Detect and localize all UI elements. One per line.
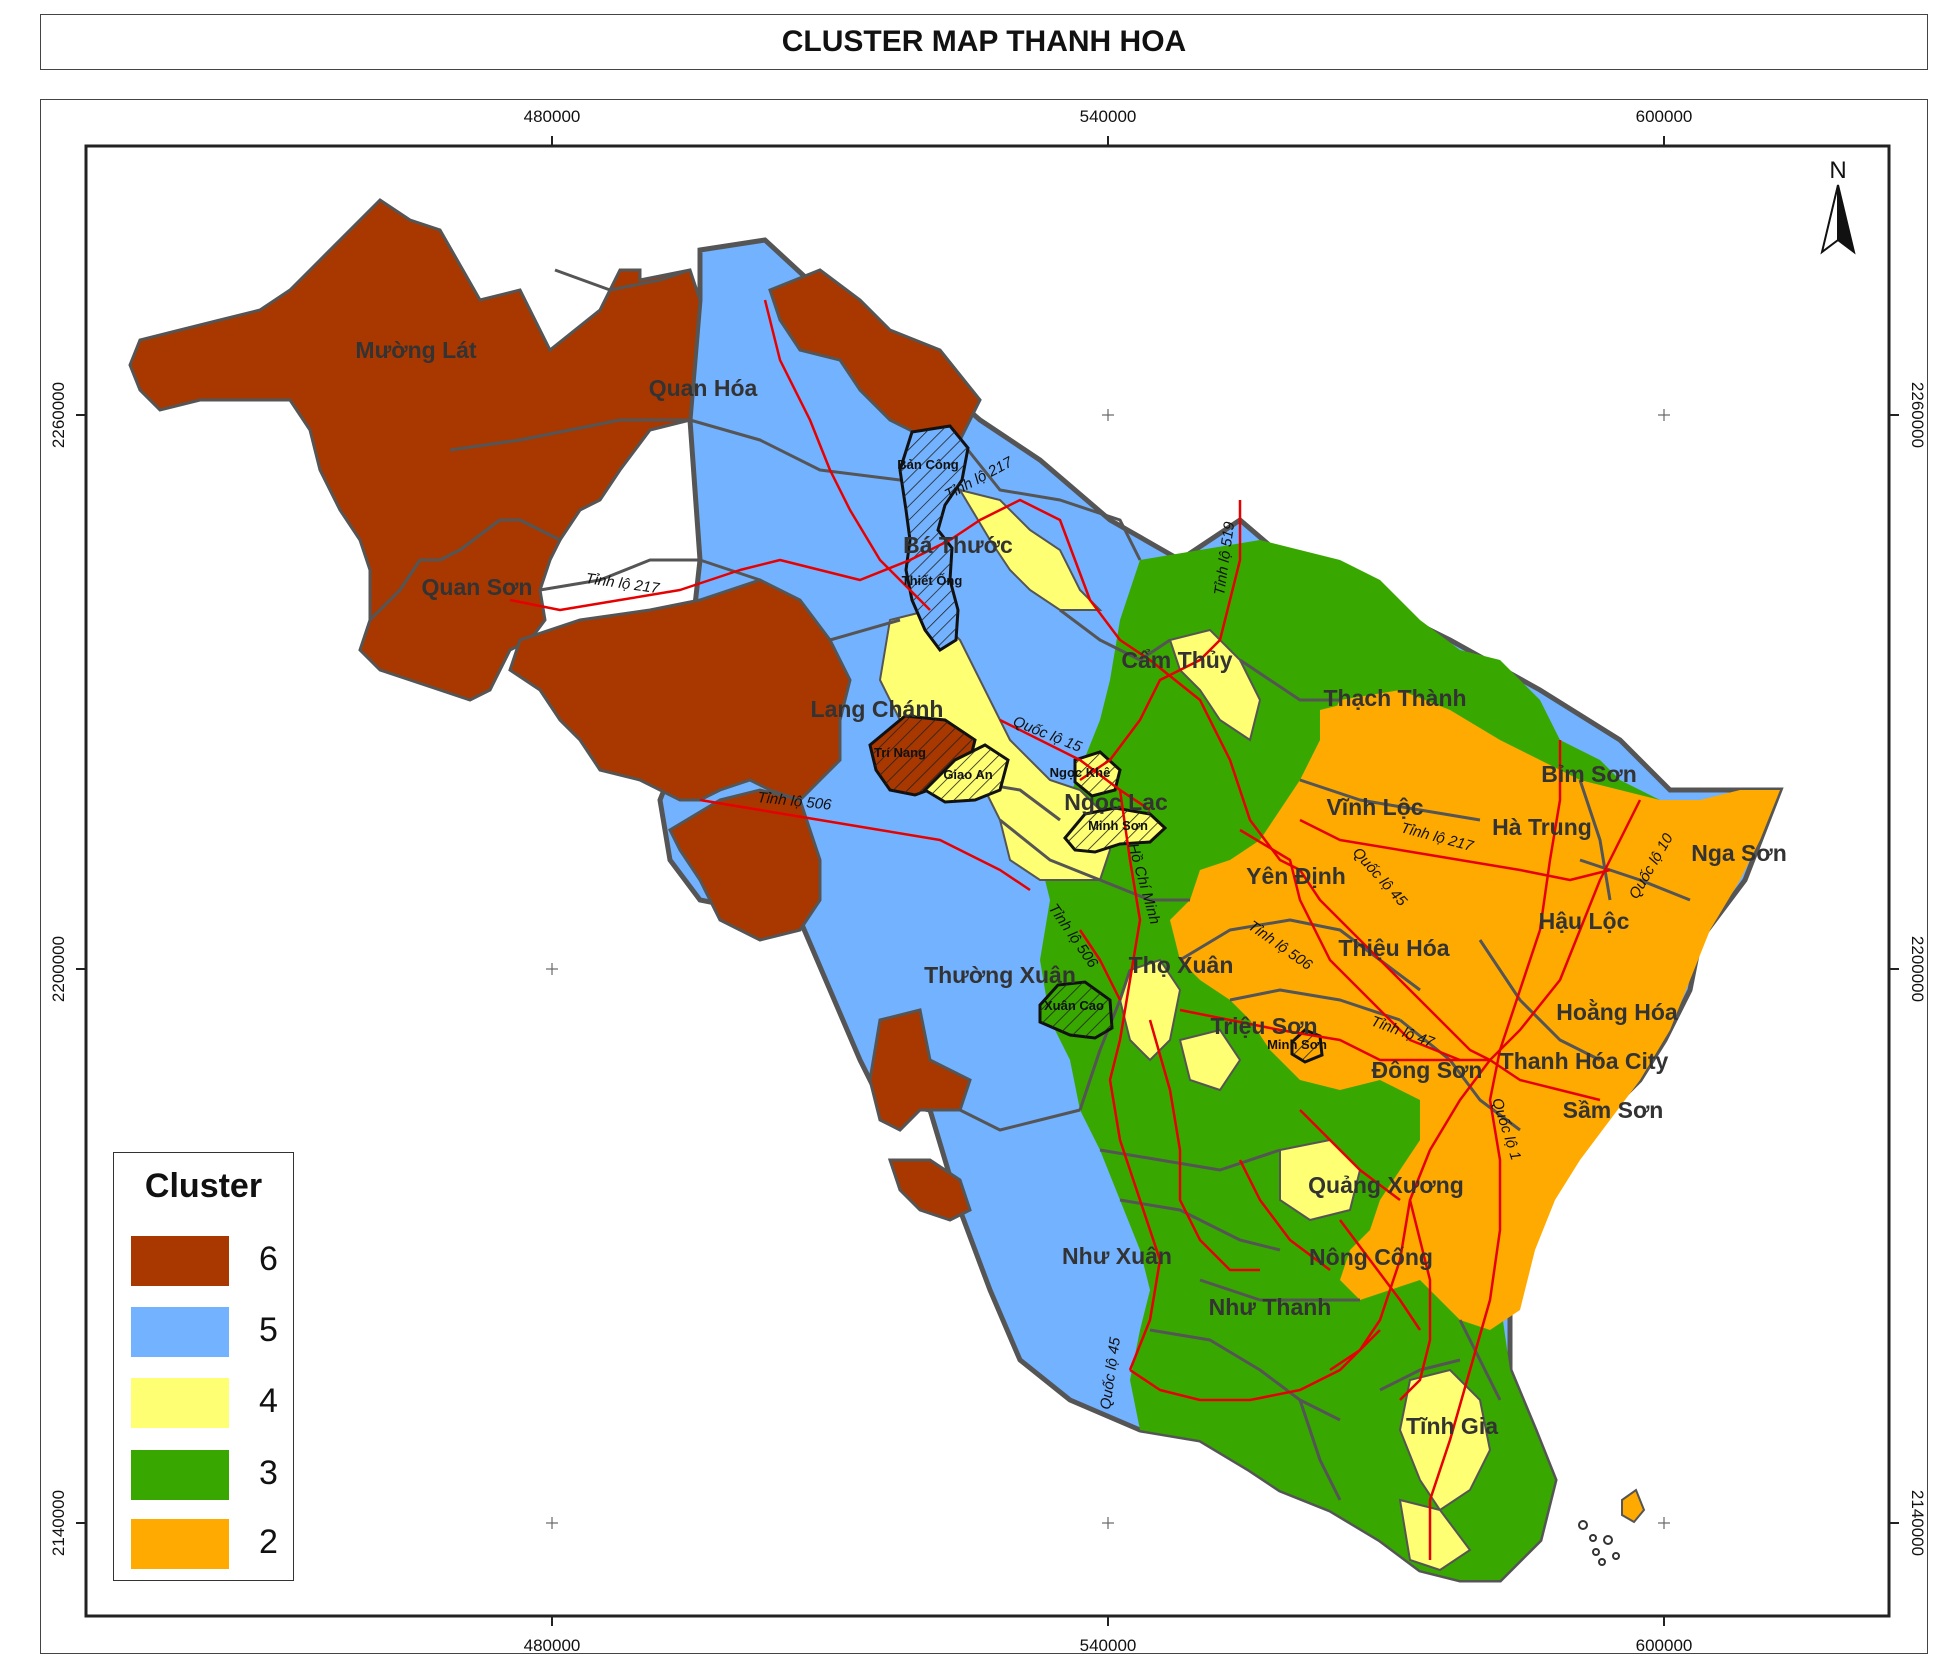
north-label: N [1829,157,1846,184]
legend-label: 6 [259,1240,278,1278]
y-tick-left-2: 2200000 [49,936,68,1002]
hatched-communes [868,424,1324,1064]
district-label-sam-son: Sầm Sơn [1563,1097,1664,1123]
legend-label: 5 [259,1311,278,1349]
x-axis-labels: 480000 540000 600000 480000 540000 60000… [524,107,1693,1654]
x-tick-bottom-3: 600000 [1636,1636,1693,1654]
commune-label-xuan-cao: Xuân Cao [1044,998,1104,1013]
y-tick-right-3: 2140000 [1908,1490,1927,1556]
district-boundaries [449,268,1691,1501]
x-tick-bottom-1: 480000 [524,1636,581,1654]
district-label-thieu-hoa: Thiệu Hóa [1338,935,1449,961]
x-tick-top-1: 480000 [524,107,581,126]
neatline-ticks [76,136,1899,1626]
district-label-yen-dinh: Yên Định [1246,863,1346,889]
legend-item-5: 5 [131,1307,281,1357]
cluster6-lang-chanh-south [668,788,822,942]
commune-label-thiet-ong: Thiết Ống [902,573,963,588]
x-tick-top-2: 540000 [1080,107,1137,126]
commune-label-minh-son-1: Minh Sơn [1088,818,1148,833]
legend-item-3: 3 [131,1450,281,1500]
cluster6-thuong-xuan-1 [868,1008,972,1132]
legend-title: Cluster [144,1167,263,1205]
legend-swatch [131,1307,229,1357]
district-label-nga-son: Nga Sơn [1691,840,1787,866]
north-arrow-icon: N [1820,157,1856,255]
cluster4-tho-xuan [1118,958,1182,1062]
legend-label: 2 [259,1523,278,1561]
commune-label-ngoc-khe: Ngọc Khê [1050,765,1111,780]
district-label-muong-lat: Mường Lát [355,337,476,363]
district-label-vinh-loc: Vĩnh Lộc [1326,794,1423,820]
legend-swatch [131,1519,229,1569]
commune-label-minh-son-2: Minh Sơn [1267,1037,1327,1052]
district-labels: Mường Lát Quan Hóa Bá Thước Quan Sơn Lan… [355,337,1786,1439]
graticule [546,409,1670,1529]
cluster6-lang-chanh-west [508,578,852,802]
legend-item-2: 2 [131,1519,281,1569]
district-label-thach-thanh: Thạch Thành [1323,685,1466,711]
cluster4-trieu-son [1178,1028,1242,1092]
y-tick-right-1: 2260000 [1908,382,1927,448]
district-label-bim-son: Bỉm Sơn [1541,761,1637,787]
district-label-hau-loc: Hậu Lộc [1539,908,1630,934]
y-tick-left-3: 2140000 [49,1490,68,1556]
cluster6-thuong-xuan-2 [887,1158,972,1222]
cluster4-ba-thuoc [957,488,1103,611]
cluster4-tinh-gia-south [1398,1498,1472,1572]
road-label-tl217-a: Tỉnh lộ 217 [584,570,661,597]
district-label-quang-xuong: Quảng Xương [1308,1172,1464,1198]
cluster2-island [1621,1488,1646,1524]
cluster4-tinh-gia [1398,1368,1492,1512]
district-label-hoang-hoa: Hoằng Hóa [1556,998,1678,1025]
legend-swatch [131,1378,229,1428]
district-label-cam-thuy: Cẩm Thủy [1121,647,1232,673]
district-label-nhu-thanh: Như Thanh [1209,1294,1332,1320]
legend-label: 3 [259,1454,278,1492]
map-title: CLUSTER MAP THANH HOA [40,14,1928,70]
legend: Cluster 6 5 4 3 2 [113,1152,294,1581]
legend-label: 4 [259,1382,278,1420]
commune-label-tri-nang: Trí Nang [874,745,926,760]
district-label-tho-xuan: Thọ Xuân [1129,952,1234,978]
y-axis-labels: 2260000 2200000 2140000 2260000 2200000 … [49,382,1927,1556]
y-tick-left-1: 2260000 [49,382,68,448]
islands [1578,1520,1620,1566]
district-label-thuong-xuan: Thường Xuân [924,962,1076,988]
x-tick-bottom-2: 540000 [1080,1636,1137,1654]
commune-label-giao-an: Giao An [943,767,992,782]
district-label-tinh-gia: Tĩnh Gia [1406,1413,1498,1439]
commune-labels: Bản Công Thiết Ống Trí Nang Giao An Ngọc… [874,457,1327,1052]
cluster6-muong-lat [128,198,702,624]
cluster2-delta [1170,690,1780,1330]
legend-swatch [131,1236,229,1286]
district-label-quan-son: Quan Sơn [422,574,533,600]
road-network [509,299,1642,1560]
district-label-thanh-hoa-city: Thanh Hóa City [1500,1048,1669,1074]
x-tick-top-3: 600000 [1636,107,1693,126]
district-label-nhu-xuan: Như Xuân [1062,1243,1172,1269]
district-label-quan-hoa: Quan Hóa [649,375,758,401]
y-tick-right-2: 2200000 [1908,936,1927,1002]
legend-item-6: 6 [131,1236,281,1286]
district-label-nong-cong: Nông Cống [1309,1244,1433,1270]
legend-swatch [131,1450,229,1500]
district-label-trieu-son: Triệu Sơn [1210,1013,1317,1039]
district-label-ba-thuoc: Bá Thước [903,532,1013,558]
neatline [84,144,1891,1618]
cluster2-thach-thanh [1320,700,1400,780]
district-label-ha-trung: Hà Trung [1492,814,1592,840]
district-label-dong-son: Đông Sơn [1372,1057,1483,1083]
district-label-ngoc-lac: Ngọc Lạc [1064,789,1168,815]
commune-label-ban-cong: Bản Công [897,457,958,472]
cluster6-quan-son [358,518,563,702]
legend-item-4: 4 [131,1378,281,1428]
district-label-lang-chanh: Lang Chánh [811,696,944,722]
